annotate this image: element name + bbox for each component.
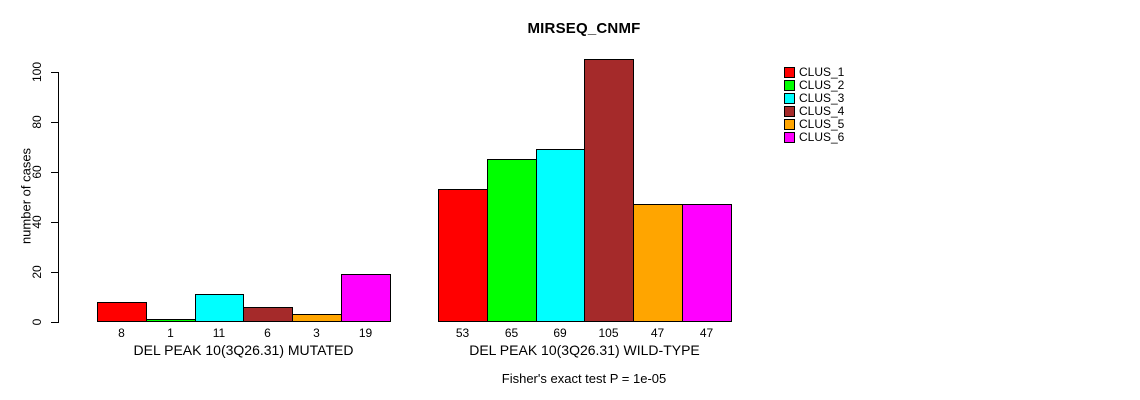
y-axis-line <box>58 72 59 323</box>
y-tick-label: 0 <box>30 318 44 326</box>
bar-clus_2 <box>487 159 537 322</box>
legend-label: CLUS_6 <box>799 130 845 144</box>
bar-clus_6 <box>341 274 391 322</box>
chart-title: MIRSEQ_CNMF <box>527 20 641 37</box>
bar-value-label: 3 <box>313 326 320 340</box>
y-tick-label: 20 <box>30 265 44 279</box>
legend-label: CLUS_3 <box>799 91 845 105</box>
y-tick <box>51 272 58 273</box>
legend-swatch <box>784 93 795 104</box>
x-group-label: DEL PEAK 10(3Q26.31) WILD-TYPE <box>469 342 700 358</box>
bar-value-label: 19 <box>358 326 373 340</box>
y-tick-label: 40 <box>30 215 44 229</box>
y-tick <box>51 322 58 323</box>
legend-swatch <box>784 119 795 130</box>
bar-clus_2 <box>146 319 196 322</box>
legend-swatch <box>784 67 795 78</box>
legend-label: CLUS_1 <box>799 65 845 79</box>
legend-label: CLUS_5 <box>799 117 845 131</box>
legend-swatch <box>784 132 795 143</box>
bar-value-label: 6 <box>264 326 271 340</box>
y-tick <box>51 72 58 73</box>
y-tick <box>51 172 58 173</box>
bar-clus_3 <box>536 149 585 322</box>
y-tick-label: 100 <box>30 61 44 83</box>
bar-value-label: 69 <box>553 326 567 340</box>
bar-clus_6 <box>682 204 732 322</box>
y-tick-label: 60 <box>30 165 44 179</box>
bar-clus_4 <box>243 307 293 322</box>
legend-item: CLUS_4 <box>784 105 844 118</box>
y-tick <box>51 222 58 223</box>
bar-value-label: 1 <box>167 326 174 340</box>
legend-label: CLUS_2 <box>799 78 845 92</box>
bar-value-label: 11 <box>212 326 226 340</box>
footnote: Fisher's exact test P = 1e-05 <box>501 371 667 386</box>
bar-clus_3 <box>195 294 244 322</box>
bar-clus_5 <box>633 204 683 322</box>
legend-label: CLUS_4 <box>799 104 845 118</box>
legend-item: CLUS_6 <box>784 131 844 144</box>
legend-item: CLUS_3 <box>784 92 844 105</box>
bar-value-label: 47 <box>650 326 665 340</box>
bar-value-label: 65 <box>504 326 519 340</box>
bar-value-label: 8 <box>118 326 125 340</box>
bar-clus_4 <box>584 59 634 322</box>
bar-clus_1 <box>97 302 147 322</box>
bar-value-label: 105 <box>598 326 619 340</box>
bar-value-label: 47 <box>699 326 714 340</box>
legend-item: CLUS_2 <box>784 79 844 92</box>
y-tick-label: 80 <box>30 115 44 129</box>
x-group-label: DEL PEAK 10(3Q26.31) MUTATED <box>133 342 354 358</box>
y-tick <box>51 122 58 123</box>
legend: CLUS_1 CLUS_2 CLUS_3 CLUS_4 CLUS_5 CLUS_6 <box>784 66 844 144</box>
legend-item: CLUS_1 <box>784 66 844 79</box>
bar-clus_1 <box>438 189 488 322</box>
bar-clus_5 <box>292 314 342 322</box>
legend-item: CLUS_5 <box>784 118 844 131</box>
legend-swatch <box>784 80 795 91</box>
bar-value-label: 53 <box>455 326 470 340</box>
legend-swatch <box>784 106 795 117</box>
